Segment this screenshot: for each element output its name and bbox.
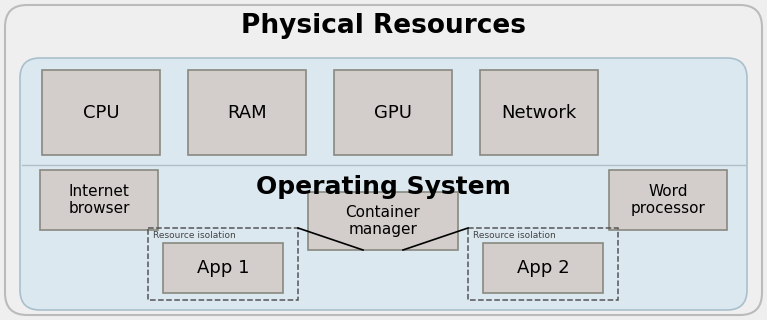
Text: GPU: GPU [374,103,412,122]
Text: Operating System: Operating System [255,175,510,199]
FancyBboxPatch shape [20,58,747,310]
Bar [148,228,298,300]
Bar [334,70,452,155]
Text: Resource isolation: Resource isolation [473,231,556,240]
Text: Container
manager: Container manager [346,205,420,237]
Bar [308,192,458,250]
Bar [468,228,618,300]
Bar [42,70,160,155]
Text: App 2: App 2 [517,259,569,277]
Text: CPU: CPU [83,103,120,122]
Text: App 1: App 1 [197,259,249,277]
Text: RAM: RAM [227,103,267,122]
Text: Word
processor: Word processor [630,184,706,216]
Bar [609,170,727,230]
Bar [188,70,306,155]
Bar [480,70,598,155]
Bar [163,243,283,293]
Text: Network: Network [502,103,577,122]
Text: Physical Resources: Physical Resources [241,13,526,39]
Bar [40,170,158,230]
Text: Internet
browser: Internet browser [68,184,130,216]
Bar [483,243,603,293]
Text: Resource isolation: Resource isolation [153,231,235,240]
FancyBboxPatch shape [5,5,762,315]
